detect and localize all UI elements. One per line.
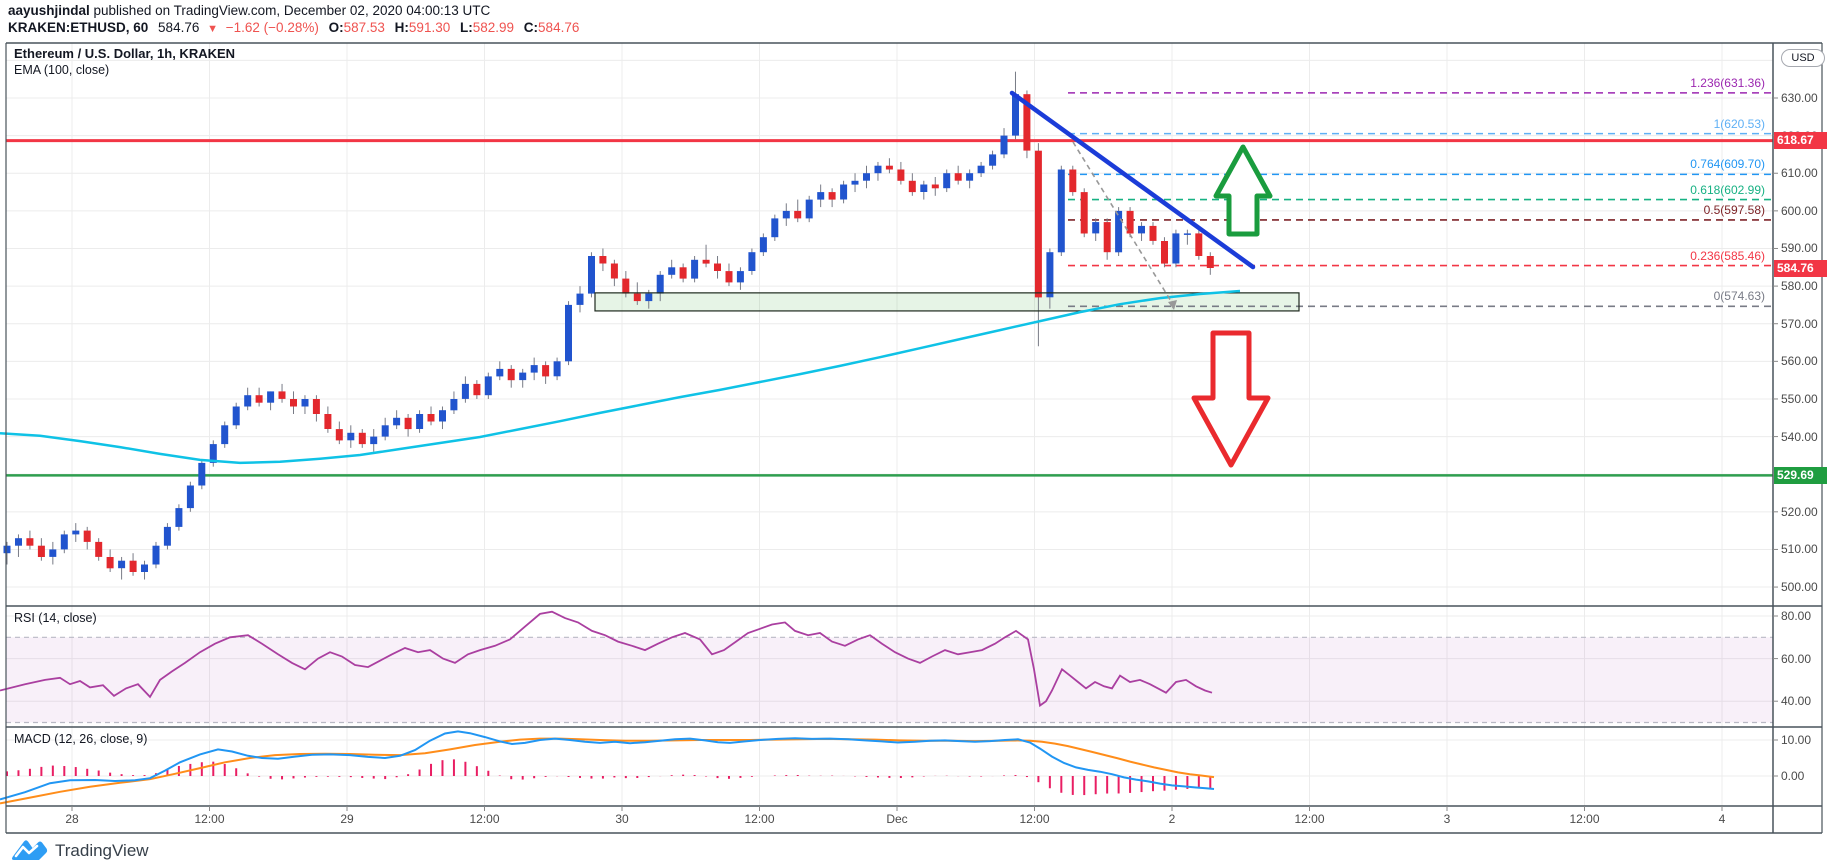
rsi-axis-label: 40.00 [1781, 694, 1812, 709]
fib-level-label: 0(574.63) [1713, 289, 1765, 304]
down-triangle-icon: ▼ [207, 23, 218, 35]
price-axis-label: 610.00 [1781, 166, 1818, 181]
price-change: −1.62 (−0.28%) [225, 20, 319, 35]
time-axis-label: 12:00 [1019, 812, 1050, 826]
last-price: 584.76 [158, 20, 200, 35]
price-axis-label: 550.00 [1781, 391, 1818, 406]
low-label: L: [459, 20, 473, 35]
macd-axis-label: 0.00 [1781, 769, 1805, 783]
tradingview-logo-icon [12, 840, 48, 860]
tradingview-logo-text: TradingView [55, 841, 149, 860]
fib-level-label: 0.5(597.58) [1703, 202, 1765, 217]
tradingview-logo[interactable]: TradingView [10, 839, 149, 863]
time-axis-label: 2 [1168, 812, 1176, 826]
price-axis-label: 540.00 [1781, 429, 1818, 444]
macd-legend[interactable]: MACD (12, 26, close, 9) [14, 732, 148, 746]
fib-level-label: 1.236(631.36) [1690, 75, 1765, 90]
author-name: aayushjindal [8, 3, 90, 18]
rsi-axis-label: 60.00 [1781, 651, 1812, 666]
time-axis-label: 30 [615, 812, 629, 826]
symbol-line: KRAKEN:ETHUSD, 60 584.76 ▼ −1.62 (−0.28%… [8, 20, 579, 35]
ema-legend[interactable]: EMA (100, close) [14, 63, 110, 77]
low-value: 582.99 [472, 20, 515, 35]
price-tag: 584.76 [1774, 259, 1827, 277]
price-axis-label: 560.00 [1781, 354, 1818, 369]
price-axis-label: 520.00 [1781, 504, 1818, 519]
time-axis-label: 4 [1718, 812, 1726, 826]
price-axis-label: 590.00 [1781, 241, 1818, 256]
open-label: O: [328, 20, 344, 35]
rsi-legend[interactable]: RSI (14, close) [14, 611, 97, 625]
macd-axis-label: 10.00 [1781, 733, 1812, 747]
chart-title[interactable]: Ethereum / U.S. Dollar, 1h, KRAKEN [14, 46, 236, 61]
fib-level-label: 0.618(602.99) [1690, 182, 1765, 197]
close-value: 584.76 [538, 20, 580, 35]
high-value: 591.30 [408, 20, 451, 35]
time-axis-label: Dec [886, 812, 908, 826]
high-label: H: [394, 20, 409, 35]
price-axis-label: 630.00 [1781, 91, 1818, 105]
price-axis-label: 580.00 [1781, 279, 1818, 294]
close-label: C: [523, 20, 539, 35]
open-value: 587.53 [343, 20, 385, 35]
time-axis-label: 12:00 [744, 812, 775, 826]
time-axis-label: 3 [1443, 812, 1451, 826]
price-axis-label: 600.00 [1781, 203, 1818, 218]
fib-level-label: 0.236(585.46) [1690, 248, 1765, 263]
price-axis-label: 510.00 [1781, 542, 1818, 557]
rsi-axis-label: 80.00 [1781, 609, 1812, 623]
price-tag: 618.67 [1774, 132, 1827, 150]
time-axis-label: 29 [340, 812, 354, 826]
price-axis-label: 570.00 [1781, 316, 1818, 331]
publish-info: published on TradingView.com, December 0… [89, 3, 491, 18]
time-axis-label: 12:00 [469, 812, 500, 826]
time-axis-label: 12:00 [1294, 812, 1325, 826]
time-axis-label: 12:00 [1569, 812, 1600, 826]
price-tag: 529.69 [1774, 466, 1827, 484]
currency-button[interactable]: USD [1781, 49, 1825, 67]
price-axis-label: 500.00 [1781, 580, 1818, 595]
symbol-name: KRAKEN:ETHUSD, 60 [8, 20, 149, 35]
fib-level-label: 0.764(609.70) [1690, 157, 1765, 172]
fib-level-label: 1(620.53) [1713, 116, 1765, 131]
time-axis-label: 28 [65, 812, 79, 826]
time-axis-label: 12:00 [194, 812, 225, 826]
publish-line: aayushjindal published on TradingView.co… [8, 3, 490, 18]
